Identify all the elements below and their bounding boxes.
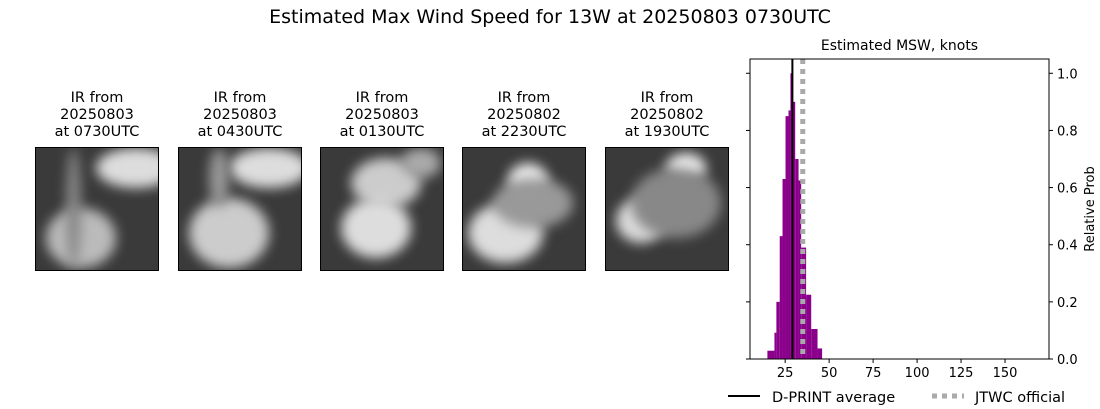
ir-satellite-image xyxy=(605,147,729,271)
ir-satellite-image xyxy=(462,147,586,271)
legend-dprint-label: D-PRINT average xyxy=(772,390,895,406)
histogram-bar xyxy=(817,348,823,359)
ir-satellite-image xyxy=(35,147,159,271)
y-tick-label: 0.8 xyxy=(1057,124,1078,139)
histogram-bar xyxy=(811,329,818,359)
histogram-bar xyxy=(798,180,802,359)
histogram-bar xyxy=(788,110,791,359)
thumbnail-caption: IR from 20250802 at 2230UTC xyxy=(481,90,567,140)
chart-title: Estimated MSW, knots xyxy=(821,38,978,54)
y-tick-label: 0.6 xyxy=(1057,182,1078,197)
x-tick-label: 50 xyxy=(821,366,838,381)
histogram-bar xyxy=(776,301,780,359)
x-tick-label: 150 xyxy=(993,366,1018,381)
plot-frame xyxy=(749,58,1050,360)
thumbnail-caption: IR from 20250802 at 1930UTC xyxy=(624,90,710,140)
histogram-bar xyxy=(785,116,789,360)
histogram-bar xyxy=(779,236,783,359)
ir-satellite-image xyxy=(178,147,302,271)
x-tick-label: 25 xyxy=(777,366,794,381)
y-axis-label: Relative Prob xyxy=(1083,166,1098,251)
x-tick-label: 125 xyxy=(949,366,974,381)
thumbnail-caption: IR from 20250803 at 0730UTC xyxy=(54,90,140,140)
thumbnail-caption: IR from 20250803 at 0430UTC xyxy=(197,90,283,140)
histogram-bar xyxy=(767,350,775,359)
ir-satellite-image xyxy=(320,147,444,271)
y-tick-label: 0.2 xyxy=(1057,296,1078,311)
thumbnail-caption: IR from 20250803 at 0130UTC xyxy=(339,90,425,140)
x-tick-label: 100 xyxy=(905,366,930,381)
y-tick-label: 0.0 xyxy=(1057,353,1078,368)
y-tick-label: 0.4 xyxy=(1057,239,1078,254)
histogram-bar xyxy=(782,179,786,359)
histogram-bar xyxy=(795,159,799,359)
histogram-bar xyxy=(806,294,812,359)
figure-title: Estimated Max Wind Speed for 13W at 2025… xyxy=(269,6,831,28)
histogram-bar xyxy=(792,101,796,359)
legend-jtwc-label: JTWC official xyxy=(974,390,1065,406)
x-tick-label: 75 xyxy=(865,366,882,381)
histogram-bar xyxy=(774,332,777,359)
y-tick-label: 1.0 xyxy=(1057,67,1078,82)
